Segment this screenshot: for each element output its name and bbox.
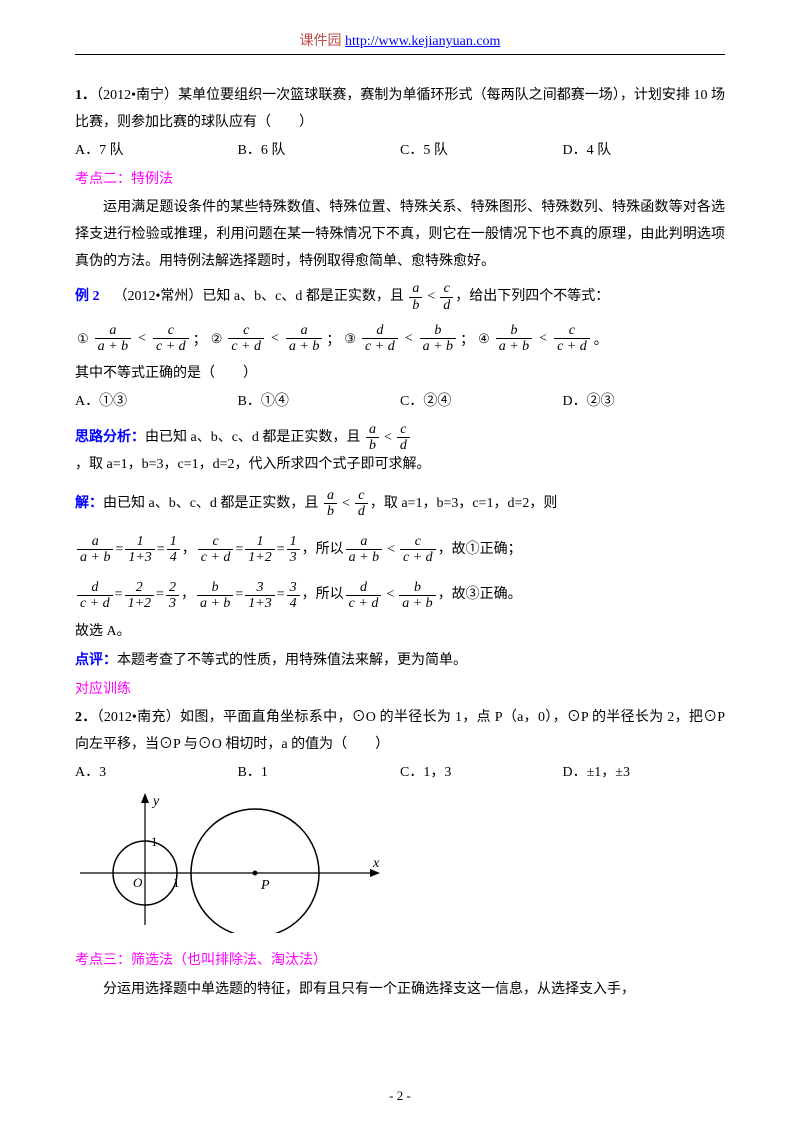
- svg-text:P: P: [260, 878, 270, 893]
- solve-line: 解： 由已知 a、b、c、d 都是正实数，且 ab < cd ，取 a=1，b=…: [75, 488, 725, 520]
- ex2-options: A．①③ B．①④ C．②④ D．②③: [75, 389, 725, 416]
- solve-label: 解：: [75, 493, 103, 515]
- ex2-opt-d: D．②③: [563, 389, 726, 416]
- svg-text:O: O: [133, 875, 143, 890]
- calc2-mid: ，所以: [302, 584, 344, 606]
- calc2-tail: ，故③正确。: [438, 584, 522, 606]
- frac-a-b-2: ab: [366, 422, 379, 454]
- ex2-opt-b: B．①④: [238, 389, 401, 416]
- ex2-opt-a: A．①③: [75, 389, 238, 416]
- svg-text:y: y: [151, 794, 160, 809]
- page-content: 课件园 http://www.kejianyuan.com 1．（2012•南宁…: [0, 0, 800, 1003]
- train-label: 对应训练: [75, 677, 725, 704]
- q2-label: 2．: [75, 710, 97, 725]
- q1-opt-b: B．6 队: [238, 138, 401, 165]
- q1-opt-d: D．4 队: [563, 138, 726, 165]
- ex2-pre: （2012•常州）已知 a、b、c、d 都是正实数，且: [114, 286, 404, 308]
- q2-opt-d: D．±1，±3: [563, 760, 726, 787]
- frac-c-d-3: cd: [355, 488, 368, 520]
- q1-opt-a: A．7 队: [75, 138, 238, 165]
- q2-options: A．3 B．1 C．1，3 D．±1，±3: [75, 760, 725, 787]
- page-number: - 2 -: [389, 1088, 411, 1103]
- diagram-svg: O 1 1 Px y: [75, 793, 385, 933]
- analysis-pre: 由已知 a、b、c、d 都是正实数，且: [145, 427, 360, 449]
- q1-opt-c: C．5 队: [400, 138, 563, 165]
- comment-label: 点评：: [75, 653, 117, 668]
- ineq3-r: ba + b: [420, 323, 456, 355]
- topic3-title: 考点三：筛选法（也叫排除法、淘汰法）: [75, 948, 725, 975]
- frac-c-d-2: cd: [397, 422, 410, 454]
- lt-sign: <: [427, 286, 435, 308]
- ex2-opt-c: C．②④: [400, 389, 563, 416]
- ex2-stem: 例 2 （2012•常州）已知 a、b、c、d 都是正实数，且 ab < cd …: [75, 281, 725, 313]
- q1-label: 1．: [75, 88, 96, 103]
- page-footer: - 2 -: [0, 1088, 800, 1104]
- ineq4-l: ba + b: [496, 323, 532, 355]
- svg-text:x: x: [372, 856, 380, 871]
- circ-1: ①: [77, 331, 89, 347]
- topic2-title: 考点二：特例法: [75, 167, 725, 194]
- circ-2: ②: [211, 331, 223, 347]
- ineq4-r: cc + d: [554, 323, 590, 355]
- calc1-mid: ，所以: [302, 539, 344, 561]
- conclusion: 故选 A。: [75, 619, 725, 646]
- calc-line-2: dc + d = 21+2 = 23 ， ba + b = 31+3 = 34 …: [75, 580, 725, 612]
- q2-opt-c: C．1，3: [400, 760, 563, 787]
- analysis-post: ，取 a=1，b=3，c=1，d=2，代入所求四个式子即可求解。: [75, 454, 431, 476]
- analysis-line: 思路分析： 由已知 a、b、c、d 都是正实数，且 ab < cd ，取 a=1…: [75, 422, 725, 476]
- calc1-tail: ，故①正确；: [438, 539, 522, 561]
- ineq1-l: aa + b: [95, 323, 131, 355]
- circ-4: ④: [478, 331, 490, 347]
- comment-line: 点评：本题考查了不等式的性质，用特殊值法来解，更为简单。: [75, 648, 725, 675]
- svg-text:1: 1: [151, 834, 158, 849]
- ex2-post: ，给出下列四个不等式：: [455, 286, 609, 308]
- ineq2-l: cc + d: [228, 323, 264, 355]
- page-header: 课件园 http://www.kejianyuan.com: [75, 30, 725, 55]
- circles-diagram: O 1 1 Px y: [75, 793, 725, 938]
- q2-stem: 2．（2012•南充）如图，平面直角坐标系中，⊙O 的半径长为 1，点 P（a，…: [75, 705, 725, 758]
- topic2-body: 运用满足题设条件的某些特殊数值、特殊位置、特殊关系、特殊图形、特殊数列、特殊函数…: [75, 195, 725, 275]
- calc-line-1: aa + b = 11+3 = 14 ， cc + d = 11+2 = 13 …: [75, 534, 725, 566]
- solve-post: ，取 a=1，b=3，c=1，d=2，则: [370, 493, 558, 515]
- comment-text: 本题考查了不等式的性质，用特殊值法来解，更为简单。: [117, 653, 467, 668]
- site-name: 课件园: [300, 34, 342, 49]
- ineq3-l: dc + d: [362, 323, 398, 355]
- ex2-label: 例 2: [75, 286, 100, 308]
- q1-options: A．7 队 B．6 队 C．5 队 D．4 队: [75, 138, 725, 165]
- site-url-link[interactable]: http://www.kejianyuan.com: [345, 34, 500, 49]
- frac-a-b-3: ab: [324, 488, 337, 520]
- q2-text: （2012•南充）如图，平面直角坐标系中，⊙O 的半径长为 1，点 P（a，0）…: [75, 710, 725, 752]
- circ-3: ③: [344, 331, 356, 347]
- frac-c-d: cd: [440, 281, 453, 313]
- q2-opt-a: A．3: [75, 760, 238, 787]
- analysis-label: 思路分析：: [75, 427, 145, 449]
- svg-text:1: 1: [173, 875, 180, 890]
- solve-pre: 由已知 a、b、c、d 都是正实数，且: [103, 493, 318, 515]
- inequality-row: ① aa + b < cc + d ； ② cc + d < aa + b ； …: [75, 323, 725, 355]
- ineq2-r: aa + b: [286, 323, 322, 355]
- q1-text: （2012•南宁）某单位要组织一次篮球联赛，赛制为单循环形式（每两队之间都赛一场…: [75, 88, 725, 130]
- ineq1-r: cc + d: [153, 323, 189, 355]
- topic3-body: 分运用选择题中单选题的特征，即有且只有一个正确选择支这一信息，从选择支入手，: [75, 977, 725, 1004]
- frac-a-b: ab: [409, 281, 422, 313]
- q2-opt-b: B．1: [238, 760, 401, 787]
- q1-stem: 1．（2012•南宁）某单位要组织一次篮球联赛，赛制为单循环形式（每两队之间都赛…: [75, 83, 725, 136]
- ex2-question: 其中不等式正确的是（ ）: [75, 361, 725, 388]
